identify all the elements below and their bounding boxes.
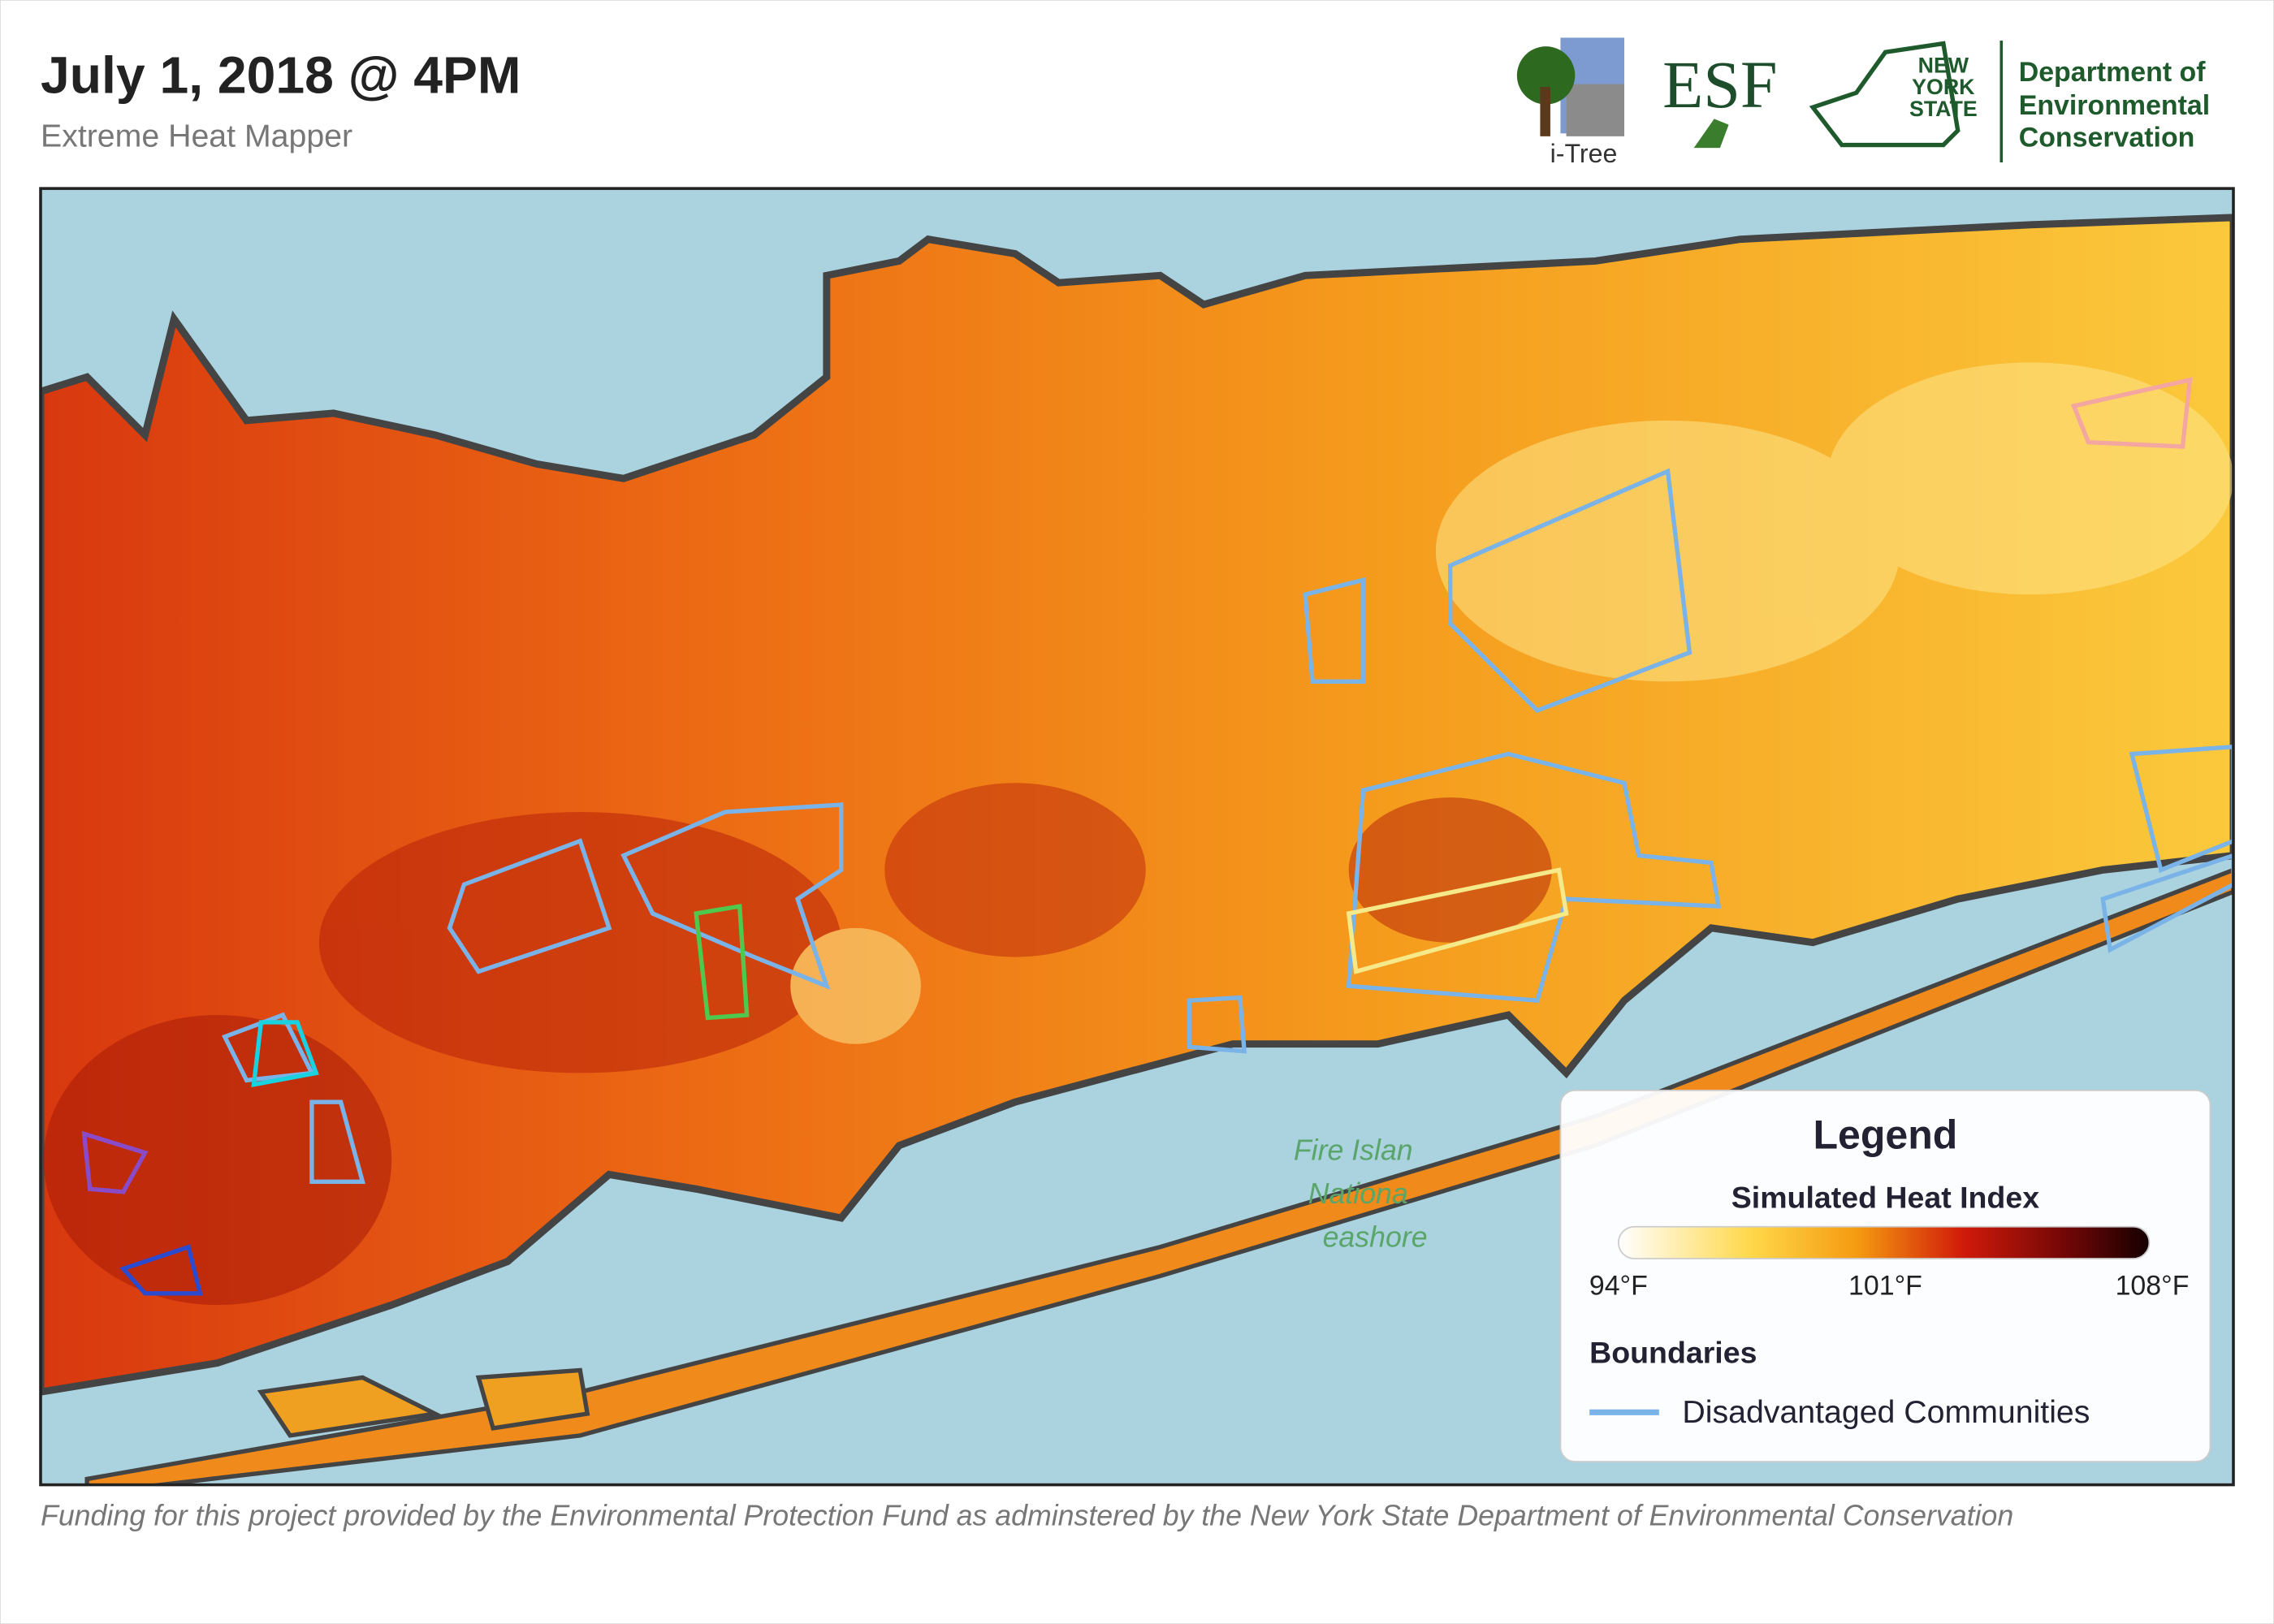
itree-logo: i-Tree	[1516, 37, 1624, 168]
dec-text: Conservation	[2019, 122, 2195, 153]
heat-tick: 108°F	[2116, 1271, 2190, 1302]
heat-tick: 94°F	[1589, 1271, 1648, 1302]
esf-logo: ESF	[1662, 48, 1778, 149]
map-border	[39, 187, 2235, 1487]
nys-text: STATE	[1909, 97, 1978, 121]
map-label: eashore	[1323, 1221, 1428, 1254]
nys-text: NEW	[1918, 53, 1969, 77]
title: July 1, 2018 @ 4PM	[41, 45, 521, 104]
heat-tick: 101°F	[1848, 1271, 1922, 1302]
legend-title: Legend	[1814, 1112, 1958, 1157]
esf-text: ESF	[1662, 48, 1778, 122]
footer-box: Funding for this project provided by the…	[41, 1501, 2014, 1533]
subtitle: Extreme Heat Mapper	[41, 118, 352, 153]
footer: Funding for this project provided by the…	[41, 1501, 2014, 1533]
map[interactable]: Fire Islan Nationa eashore	[41, 188, 2233, 1493]
legend: Legend Simulated Heat Index 94°F 101°F 1…	[1559, 1089, 2211, 1462]
boundaries-title: Boundaries	[1589, 1336, 1757, 1370]
itree-text: i-Tree	[1550, 139, 1618, 168]
nys-text: YORK	[1912, 75, 1975, 99]
heat-title: Simulated Heat Index	[1731, 1181, 2039, 1215]
dec-text: Environmental	[2019, 90, 2211, 121]
boundary-item: Disadvantaged Communities	[1682, 1394, 2090, 1430]
map-label: Nationa	[1308, 1177, 1408, 1210]
heat-scale	[1617, 1225, 2151, 1259]
dec-text: Department of	[2019, 57, 2207, 88]
nys-dec-logo: NEW YORK STATE Department of Environment…	[1809, 41, 2211, 162]
map-label: Fire Islan	[1294, 1134, 1413, 1167]
